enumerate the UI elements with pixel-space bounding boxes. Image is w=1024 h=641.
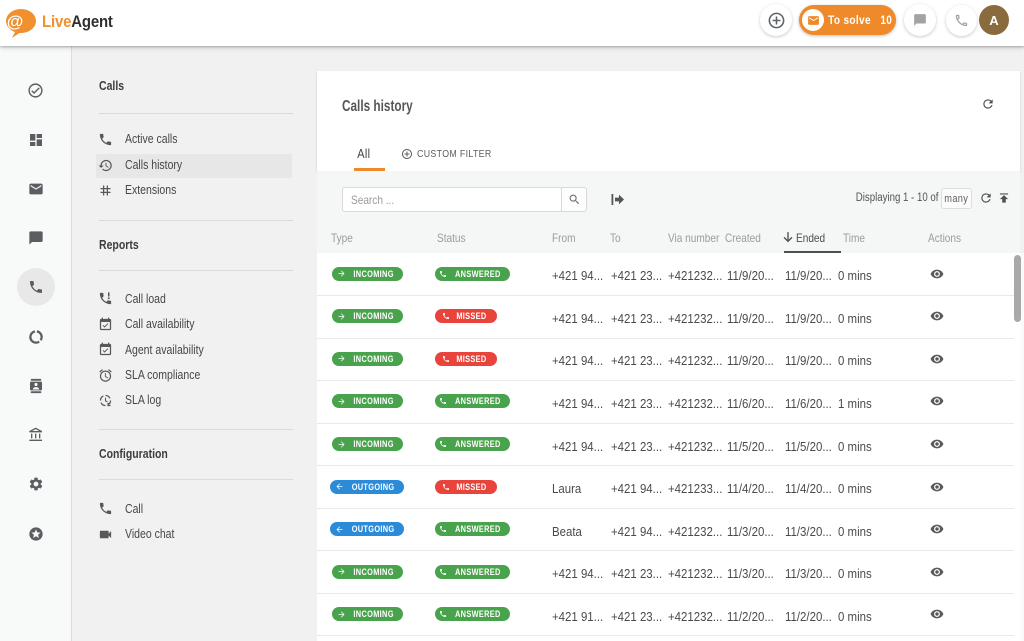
svg-text:@: @ bbox=[7, 12, 24, 31]
